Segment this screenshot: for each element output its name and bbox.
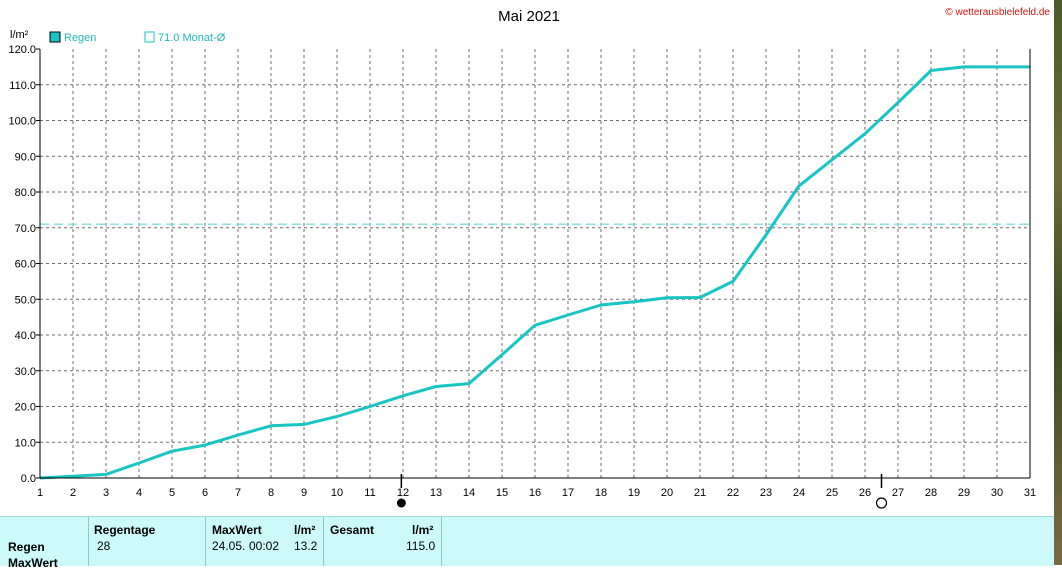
y-tick-label: 40.0 <box>15 330 36 342</box>
x-tick-label: 5 <box>169 487 175 499</box>
y-tick-label: 30.0 <box>15 366 36 378</box>
y-tick-label: 120.0 <box>8 44 36 56</box>
y-tick-label: 110.0 <box>9 80 36 92</box>
legend-swatch-regen <box>49 31 61 43</box>
watermark: © wetterausbielefeld.de <box>945 7 1050 18</box>
x-tick-label: 24 <box>793 487 805 499</box>
x-tick-label: 15 <box>496 487 508 499</box>
regentage-header: Regentage <box>94 523 156 537</box>
x-tick-label: 12 <box>397 487 409 499</box>
y-tick-label: 60.0 <box>15 259 36 271</box>
x-tick-label: 31 <box>1024 487 1036 499</box>
y-tick-label: 90.0 <box>15 151 36 163</box>
x-tick-label: 18 <box>595 487 607 499</box>
x-tick-label: 11 <box>364 487 375 499</box>
maxwert-unit: l/m² <box>294 523 316 537</box>
x-tick-label: 19 <box>628 487 640 499</box>
series-line-regen <box>39 65 1030 480</box>
column-divider <box>88 517 89 566</box>
maxwert-header: MaxWert <box>212 523 262 537</box>
rain-chart: Mai 2021 © wetterausbielefeld.de l/m² Re… <box>8 7 1050 509</box>
full-moon-icon <box>875 497 888 509</box>
y-tick-label: 20.0 <box>15 402 36 414</box>
chart-title: Mai 2021 <box>498 8 560 25</box>
x-tick-label: 9 <box>301 487 307 499</box>
maxwert-value: 13.2 <box>294 539 318 553</box>
legend-label-regen: Regen <box>64 32 96 44</box>
maxwert-date: 24.05. <box>212 539 246 553</box>
x-tick-label: 16 <box>529 487 541 499</box>
background-strip <box>1054 0 1062 565</box>
x-tick-label: 20 <box>661 487 673 499</box>
x-tick-label: 17 <box>562 487 574 499</box>
regentage-value: 28 <box>97 539 111 553</box>
statistics-panel: Regentage MaxWert l/m² Gesamt l/m² Regen… <box>0 516 1054 570</box>
new-moon-icon <box>396 498 406 508</box>
x-tick-label: 13 <box>430 487 442 499</box>
column-divider <box>323 517 324 566</box>
x-tick-label: 2 <box>70 487 76 499</box>
x-tick-label: 21 <box>694 487 706 499</box>
y-tick-label: 50.0 <box>15 294 36 306</box>
y-tick-label: 0.0 <box>21 473 36 485</box>
gesamt-header: Gesamt <box>330 523 375 537</box>
y-tick-label: 70.0 <box>15 223 36 235</box>
x-tick-label: 14 <box>463 487 475 499</box>
column-divider <box>441 517 442 566</box>
maxwert-time: 00:02 <box>249 539 280 553</box>
y-axis-unit: l/m² <box>10 29 29 41</box>
gesamt-unit: l/m² <box>412 523 434 537</box>
x-tick-label: 4 <box>136 487 142 499</box>
legend-swatch-average <box>144 31 155 43</box>
row-label-maxwert: MaxWert <box>8 556 58 570</box>
x-tick-label: 3 <box>103 487 109 499</box>
x-tick-label: 29 <box>958 487 970 499</box>
y-tick-label: 100.0 <box>8 116 36 128</box>
x-tick-label: 7 <box>235 487 241 499</box>
x-tick-label: 1 <box>37 487 43 499</box>
axes: 1 2 3 4 5 6 7 8 9 10 11 12 13 14 15 16 17 18 19 20 21 22 23 24 2… <box>8 44 1036 499</box>
x-tick-label: 27 <box>892 487 904 499</box>
x-tick-label: 22 <box>727 487 739 499</box>
series-group <box>39 65 1030 480</box>
x-tick-label: 30 <box>991 487 1003 499</box>
y-tick-label: 10.0 <box>15 437 36 449</box>
x-tick-label: 26 <box>859 487 871 499</box>
x-tick-label: 23 <box>760 487 772 499</box>
x-tick-label: 10 <box>331 487 343 499</box>
grid <box>40 49 1030 478</box>
x-tick-label: 25 <box>826 487 838 499</box>
moon-phase-markers <box>396 474 888 509</box>
gesamt-value: 115.0 <box>406 539 436 553</box>
x-tick-label: 6 <box>202 487 208 499</box>
x-tick-label: 28 <box>925 487 937 499</box>
column-divider <box>205 517 206 566</box>
x-tick-label: 8 <box>268 487 274 499</box>
row-label-regen: Regen <box>8 540 45 554</box>
legend-label-average: 71.0 Monat-Ø <box>158 32 226 44</box>
y-tick-label: 80.0 <box>15 187 36 199</box>
